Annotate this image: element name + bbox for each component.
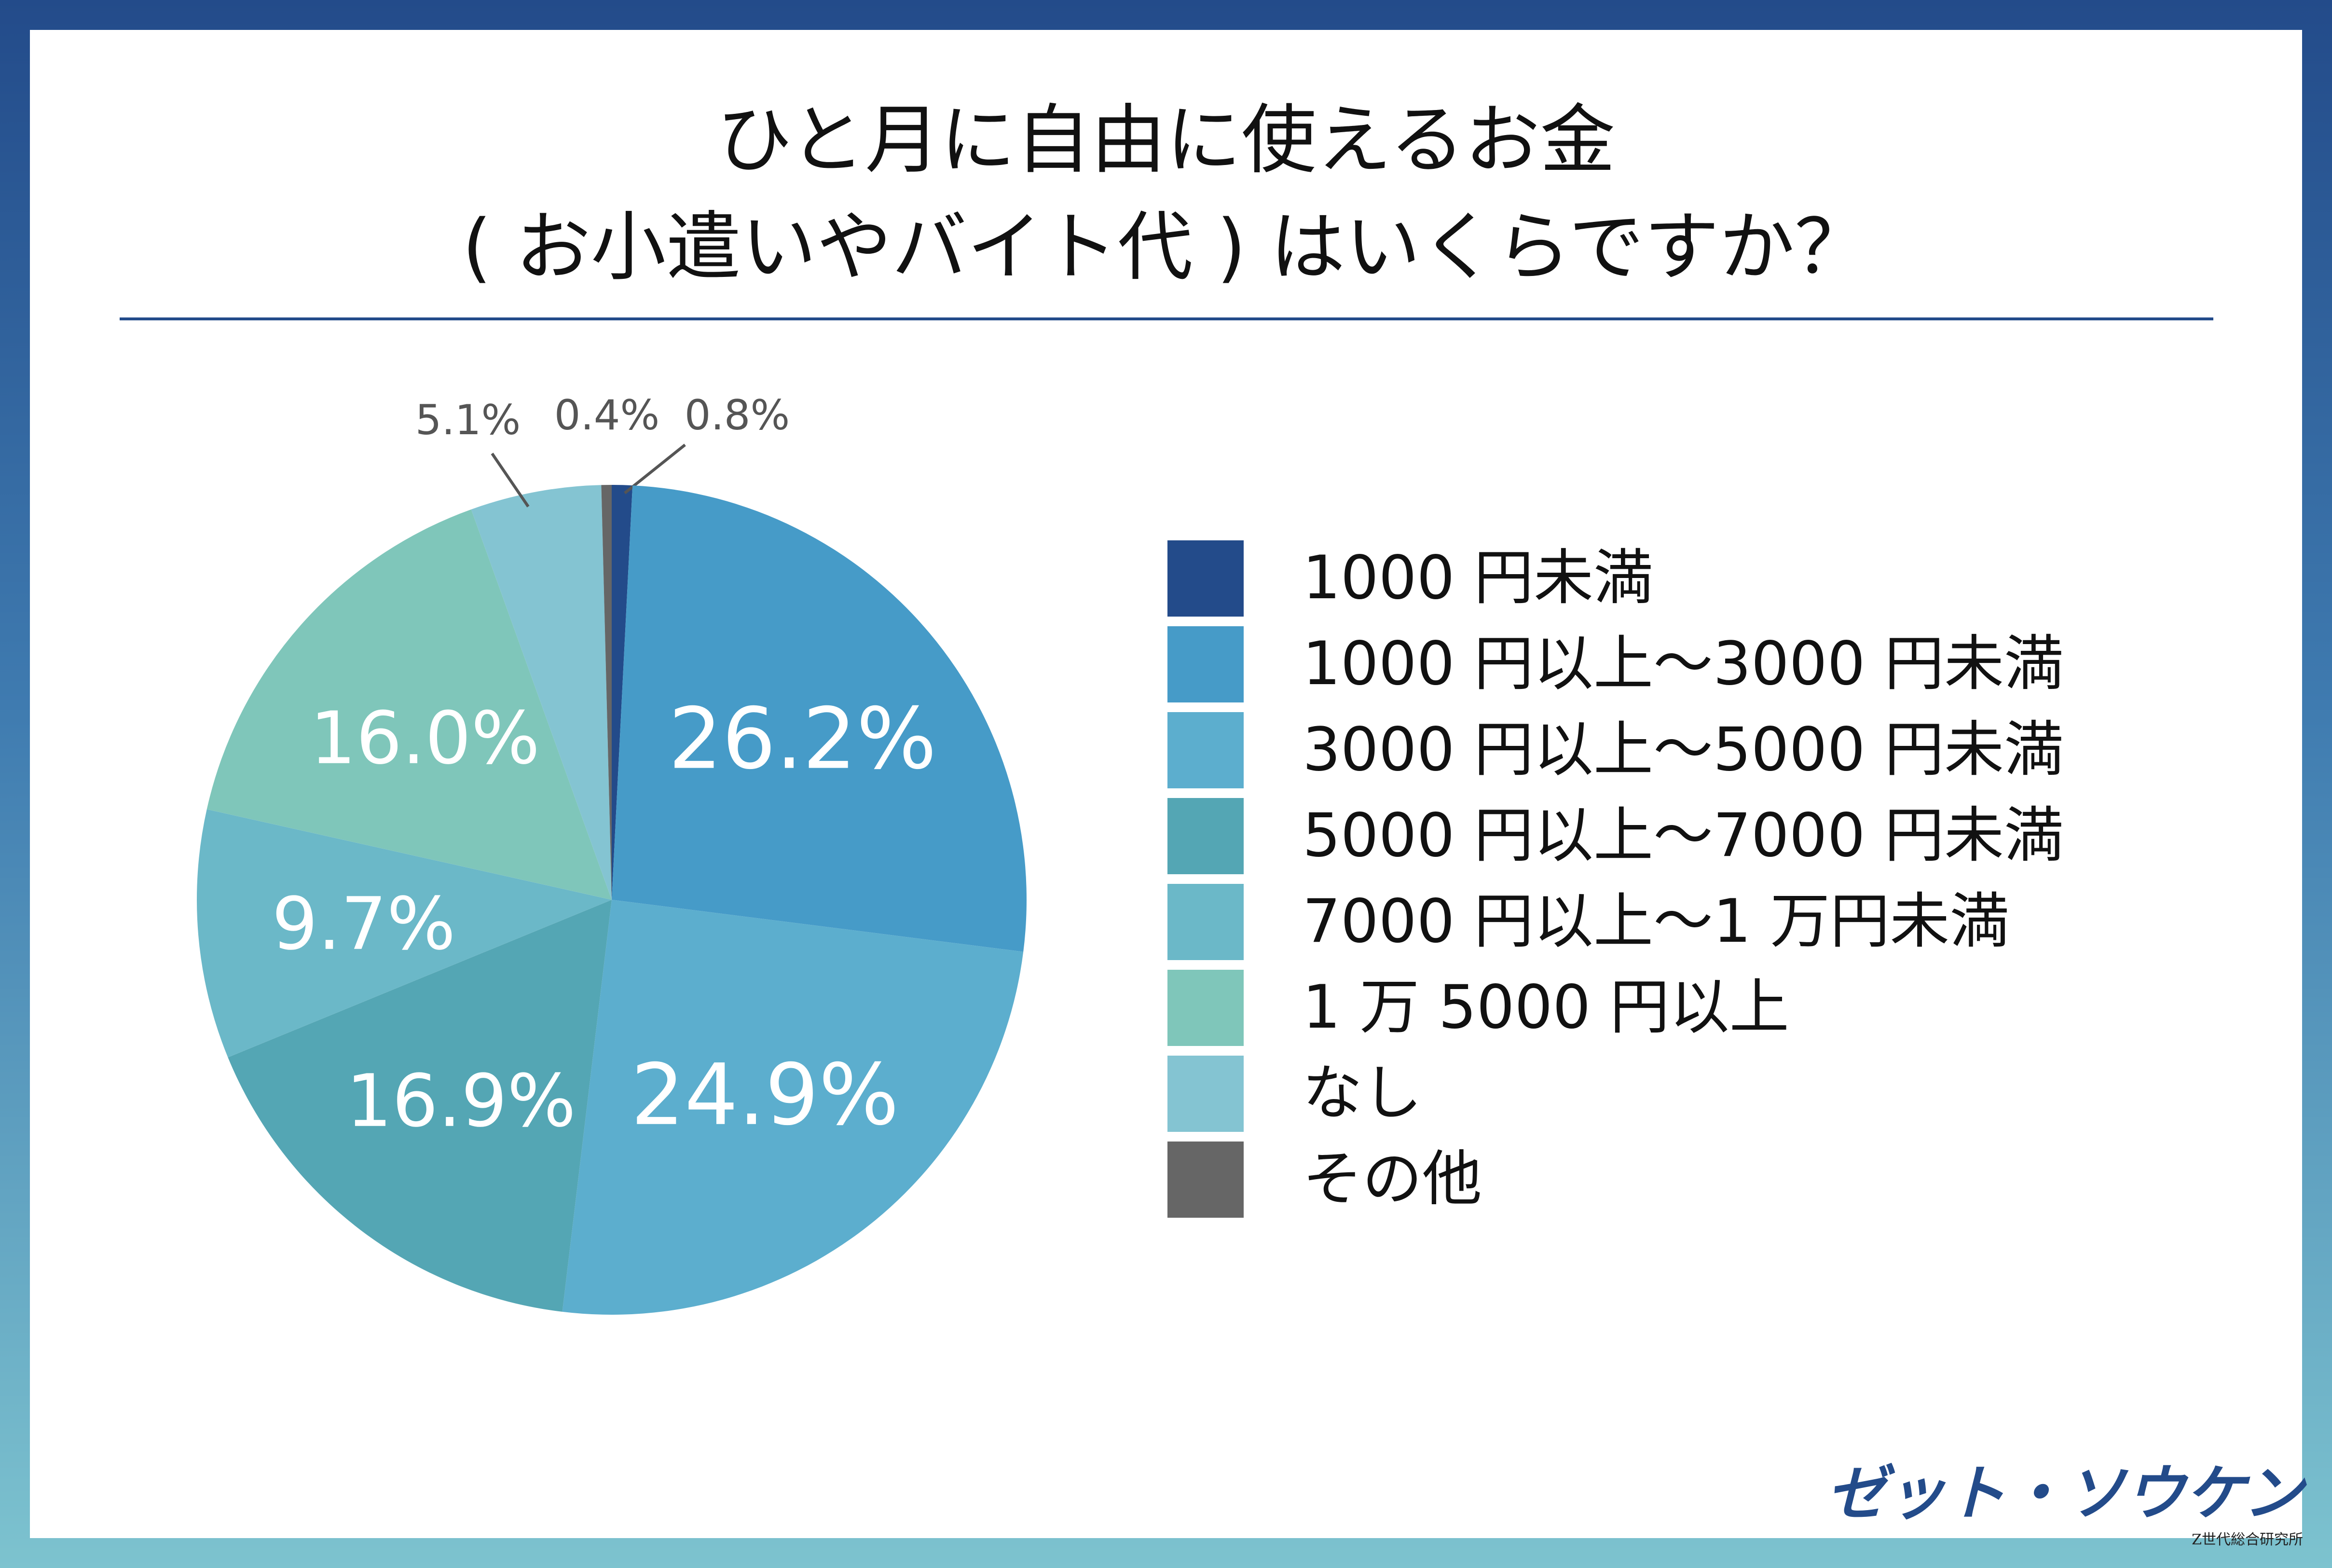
legend-label-4: 7000 円以上～1 万円未満 xyxy=(1303,887,2010,956)
pie-data-label-1: 26.2% xyxy=(669,690,937,788)
pie-slice-6 xyxy=(471,485,612,900)
legend-swatch-7 xyxy=(1167,1142,1244,1218)
legend-item-3: 5000 円以上～7000 円未満 xyxy=(1167,798,2229,874)
legend-item-4: 7000 円以上～1 万円未満 xyxy=(1167,884,2229,960)
pie-slice-3 xyxy=(228,900,612,1312)
pie-data-label-5: 16.0% xyxy=(310,697,540,781)
pie-slice-2 xyxy=(562,900,1024,1315)
legend-swatch-0 xyxy=(1167,540,1244,617)
legend-item-7: その他 xyxy=(1167,1142,2229,1218)
legend-swatch-5 xyxy=(1167,970,1244,1046)
legend-item-2: 3000 円以上～5000 円未満 xyxy=(1167,712,2229,788)
legend-item-5: 1 万 5000 円以上 xyxy=(1167,970,2229,1046)
legend-label-0: 1000 円未満 xyxy=(1303,543,1653,613)
pie-data-label-7: 0.4% xyxy=(554,391,660,440)
legend-swatch-3 xyxy=(1167,798,1244,874)
legend-swatch-1 xyxy=(1167,626,1244,702)
legend-label-3: 5000 円以上～7000 円未満 xyxy=(1303,801,2064,870)
pie-data-label-4: 9.7% xyxy=(272,882,455,966)
pie-slice-0 xyxy=(612,485,633,900)
pie-slice-1 xyxy=(612,485,1027,952)
pie-data-label-2: 24.9% xyxy=(631,1046,899,1144)
legend-label-2: 3000 円以上～5000 円未満 xyxy=(1303,715,2064,784)
legend-label-1: 1000 円以上～3000 円未満 xyxy=(1303,629,2064,699)
pie-data-label-0: 0.8% xyxy=(685,391,790,440)
legend-item-0: 1000 円未満 xyxy=(1167,540,2229,617)
pie-data-label-6: 5.1% xyxy=(415,396,521,444)
brand-logo-text: ゼット・ソウケン xyxy=(1826,1459,2303,1528)
pie-leader-line-6 xyxy=(491,453,530,508)
brand-logo: ゼット・ソウケン Z世代総合研究所 xyxy=(1826,1464,2303,1549)
pie-slice-4 xyxy=(196,809,612,1058)
chart-title-line-1: ひと月に自由に使えるお金 xyxy=(716,96,1616,184)
legend-swatch-6 xyxy=(1167,1056,1244,1132)
pie-data-label-3: 16.9% xyxy=(346,1059,576,1143)
title-divider xyxy=(120,317,2213,320)
pie-slice-7 xyxy=(601,485,612,900)
legend-label-7: その他 xyxy=(1303,1144,1482,1214)
legend-label-5: 1 万 5000 円以上 xyxy=(1303,973,1789,1042)
legend-label-6: なし xyxy=(1303,1059,1423,1128)
legend-item-6: なし xyxy=(1167,1056,2229,1132)
pie-leader-line-0 xyxy=(624,443,686,495)
legend-swatch-4 xyxy=(1167,884,1244,960)
brand-logo-subtext: Z世代総合研究所 xyxy=(2192,1531,2303,1548)
chart-title-line-2: ( お小遣いやバイト代 ) はいくらですか？ xyxy=(462,203,1870,291)
legend-swatch-2 xyxy=(1167,712,1244,788)
pie-slice-5 xyxy=(206,509,612,900)
legend-item-1: 1000 円以上～3000 円未満 xyxy=(1167,626,2229,702)
